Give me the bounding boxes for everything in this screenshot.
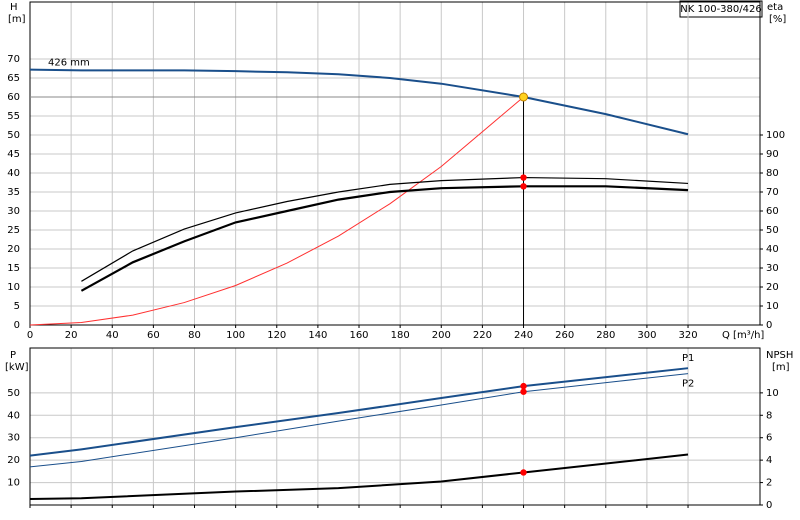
y-tick-label: 50 [7, 130, 20, 141]
y-tick-label: 60 [7, 92, 20, 103]
x-tick-label: 120 [267, 330, 286, 341]
duty-point [520, 388, 527, 395]
x-label: Q [m³/h] [722, 330, 764, 341]
series-line [29, 96, 524, 326]
x-tick-label: 200 [432, 330, 451, 341]
y-tick-label: 40 [7, 168, 20, 179]
duty-point [520, 183, 527, 190]
x-tick-label: 60 [147, 330, 160, 341]
y-tick-label: 5 [14, 301, 20, 312]
y2-tick-label: 4 [766, 455, 772, 466]
y-label: H [10, 2, 18, 13]
x-tick-label: 160 [349, 330, 368, 341]
y2-tick-label: 6 [766, 433, 772, 444]
series-label: P1 [682, 353, 694, 364]
y2-tick-label: 90 [766, 149, 779, 160]
y-tick-label: 70 [7, 54, 20, 65]
y2-unit: [%] [769, 14, 786, 25]
y2-tick-label: 30 [766, 263, 779, 274]
x-tick-label: 100 [226, 330, 245, 341]
y-tick-label: 30 [7, 433, 20, 444]
series-label: 426 mm [48, 58, 90, 69]
y-tick-label: 65 [7, 73, 20, 84]
y2-tick-label: 10 [766, 301, 779, 312]
duty-point [520, 469, 527, 476]
title-box [679, 0, 763, 18]
plot-frame [29, 347, 761, 506]
y-tick-label: 25 [7, 225, 20, 236]
y2-label: NPSH [766, 350, 793, 361]
x-tick-label: 220 [473, 330, 492, 341]
x-tick-label: 280 [596, 330, 615, 341]
y2-tick-label: 8 [766, 410, 772, 421]
y-tick-label: 10 [7, 282, 20, 293]
y2-tick-label: 70 [766, 187, 779, 198]
duty-point [520, 174, 527, 181]
y2-tick-label: 60 [766, 206, 779, 217]
y-tick-label: 55 [7, 111, 20, 122]
y2-tick-label: 2 [766, 478, 772, 489]
y2-tick-label: 50 [766, 225, 779, 236]
y-tick-label: 35 [7, 187, 20, 198]
x-tick-label: 80 [188, 330, 201, 341]
y2-tick-label: 10 [766, 388, 779, 399]
y2-tick-label: 0 [766, 500, 772, 511]
series-line [29, 68, 689, 136]
y-tick-label: 50 [7, 388, 20, 399]
x-tick-label: 40 [106, 330, 119, 341]
x-tick-label: 140 [308, 330, 327, 341]
plot-frame [29, 1, 761, 326]
x-tick-label: 180 [391, 330, 410, 341]
x-tick-label: 240 [514, 330, 533, 341]
y-tick-label: 10 [7, 478, 20, 489]
series-line [81, 176, 689, 282]
y-tick-label: 30 [7, 206, 20, 217]
x-tick-label: 260 [555, 330, 574, 341]
y-tick-label: 0 [14, 320, 20, 331]
x-tick-label: 320 [678, 330, 697, 341]
y-tick-label: 20 [7, 244, 20, 255]
y2-tick-label: 0 [766, 320, 772, 331]
y-unit: [m] [8, 14, 26, 25]
y-unit: [kW] [5, 362, 29, 373]
duty-point [520, 382, 527, 390]
y-tick-label: 40 [7, 410, 20, 421]
y2-tick-label: 20 [766, 282, 779, 293]
operating-point [519, 92, 529, 102]
series-label: P2 [682, 379, 694, 390]
y-tick-label: 15 [7, 263, 20, 274]
y-label: P [10, 350, 16, 361]
series-line [80, 185, 689, 292]
y2-tick-label: 100 [766, 130, 785, 141]
x-tick-label: 0 [27, 330, 33, 341]
x-tick-label: 300 [637, 330, 656, 341]
y-tick-label: 45 [7, 149, 20, 160]
y2-tick-label: 80 [766, 168, 779, 179]
y2-unit: [m] [772, 362, 790, 373]
x-tick-label: 20 [65, 330, 78, 341]
y2-label: eta [767, 2, 783, 13]
y-tick-label: 20 [7, 455, 20, 466]
chart-title: NK 100-380/426 [680, 4, 761, 15]
y2-tick-label: 40 [766, 244, 779, 255]
